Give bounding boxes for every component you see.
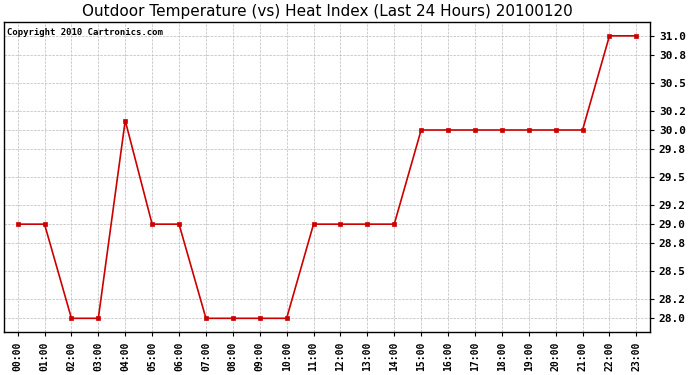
Title: Outdoor Temperature (vs) Heat Index (Last 24 Hours) 20100120: Outdoor Temperature (vs) Heat Index (Las…: [81, 4, 573, 19]
Text: Copyright 2010 Cartronics.com: Copyright 2010 Cartronics.com: [8, 28, 164, 37]
